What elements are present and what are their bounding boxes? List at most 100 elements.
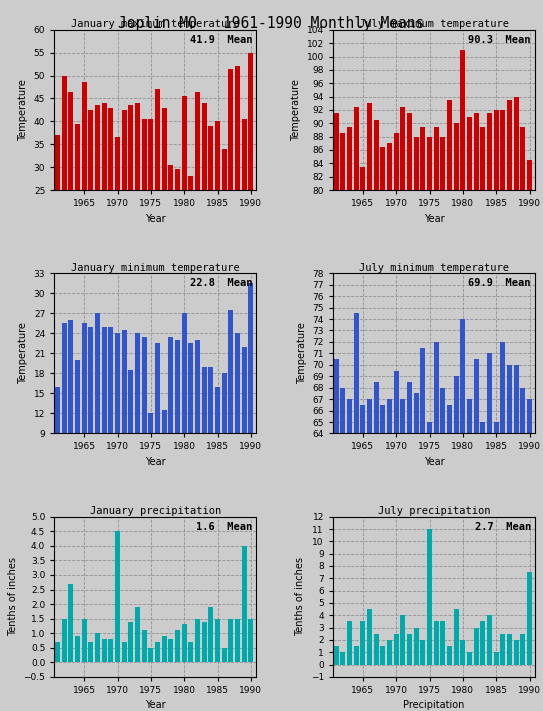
Bar — [347, 399, 352, 711]
Bar — [473, 628, 479, 665]
X-axis label: Precipitation: Precipitation — [403, 700, 465, 710]
Bar — [407, 113, 412, 711]
Bar — [514, 640, 519, 665]
Bar — [182, 314, 187, 493]
Bar — [188, 176, 193, 304]
Bar — [229, 619, 233, 663]
Bar — [494, 422, 498, 711]
Bar — [374, 634, 379, 665]
Bar — [55, 387, 60, 493]
Bar — [381, 646, 386, 665]
Bar — [381, 405, 386, 711]
Bar — [361, 621, 365, 665]
Bar — [115, 137, 120, 304]
Bar — [460, 640, 465, 665]
Bar — [95, 634, 100, 663]
Bar — [175, 340, 180, 493]
Bar — [440, 137, 445, 711]
Bar — [487, 353, 492, 711]
Title: July maximum temperature: July maximum temperature — [359, 19, 509, 29]
Bar — [75, 124, 80, 304]
Title: January minimum temperature: January minimum temperature — [71, 262, 239, 272]
Bar — [182, 624, 187, 663]
Bar — [68, 584, 73, 663]
Bar — [55, 642, 60, 663]
Bar — [182, 96, 187, 304]
Bar — [454, 609, 459, 665]
Y-axis label: Temperature: Temperature — [297, 322, 307, 385]
Bar — [414, 628, 419, 665]
Bar — [62, 619, 67, 663]
Bar — [89, 326, 93, 493]
Bar — [434, 127, 439, 711]
Bar — [129, 370, 134, 493]
Bar — [168, 337, 173, 493]
Bar — [447, 100, 452, 711]
Bar — [89, 642, 93, 663]
Bar — [520, 634, 526, 665]
Bar — [400, 107, 406, 711]
Bar — [202, 621, 207, 663]
Text: Joplin MO   1961-1990 Monthly Means: Joplin MO 1961-1990 Monthly Means — [118, 16, 425, 31]
Bar — [135, 103, 140, 304]
Bar — [440, 621, 445, 665]
Bar — [62, 324, 67, 493]
Bar — [82, 82, 87, 304]
Bar — [427, 137, 432, 711]
Bar — [367, 103, 372, 711]
Bar — [209, 367, 213, 493]
Bar — [202, 367, 207, 493]
Text: 41.9  Mean: 41.9 Mean — [190, 35, 252, 45]
Bar — [374, 120, 379, 711]
X-axis label: Year: Year — [145, 700, 166, 710]
Bar — [347, 621, 352, 665]
Bar — [481, 621, 485, 665]
Bar — [507, 634, 512, 665]
Bar — [354, 646, 359, 665]
Bar — [148, 119, 154, 304]
Bar — [367, 399, 372, 711]
Bar — [162, 107, 167, 304]
Bar — [467, 117, 472, 711]
Bar — [387, 144, 392, 711]
Bar — [75, 636, 80, 663]
Bar — [195, 619, 200, 663]
Bar — [407, 382, 412, 711]
Title: January precipitation: January precipitation — [90, 506, 221, 516]
Bar — [95, 314, 100, 493]
Bar — [209, 126, 213, 304]
Bar — [407, 634, 412, 665]
Y-axis label: Temperature: Temperature — [18, 79, 28, 141]
Bar — [102, 326, 107, 493]
Bar — [229, 310, 233, 493]
Text: 90.3  Mean: 90.3 Mean — [468, 35, 531, 45]
Bar — [155, 642, 160, 663]
Bar — [235, 66, 240, 304]
Bar — [135, 333, 140, 493]
Bar — [68, 92, 73, 304]
Bar — [387, 399, 392, 711]
Bar — [361, 405, 365, 711]
Bar — [248, 53, 254, 304]
Bar — [68, 320, 73, 493]
Bar — [514, 97, 519, 711]
Bar — [122, 110, 127, 304]
Bar — [202, 103, 207, 304]
Bar — [340, 133, 345, 711]
Bar — [188, 343, 193, 493]
Bar — [242, 546, 247, 663]
Bar — [460, 319, 465, 711]
Bar — [454, 376, 459, 711]
Bar — [500, 342, 506, 711]
Y-axis label: Tenths of inches: Tenths of inches — [295, 557, 305, 636]
Bar — [387, 640, 392, 665]
Bar — [334, 359, 339, 711]
Bar — [188, 642, 193, 663]
Bar — [354, 314, 359, 711]
Bar — [467, 399, 472, 711]
Bar — [447, 646, 452, 665]
Bar — [507, 100, 512, 711]
Bar — [122, 330, 127, 493]
Bar — [527, 399, 532, 711]
Title: July minimum temperature: July minimum temperature — [359, 262, 509, 272]
